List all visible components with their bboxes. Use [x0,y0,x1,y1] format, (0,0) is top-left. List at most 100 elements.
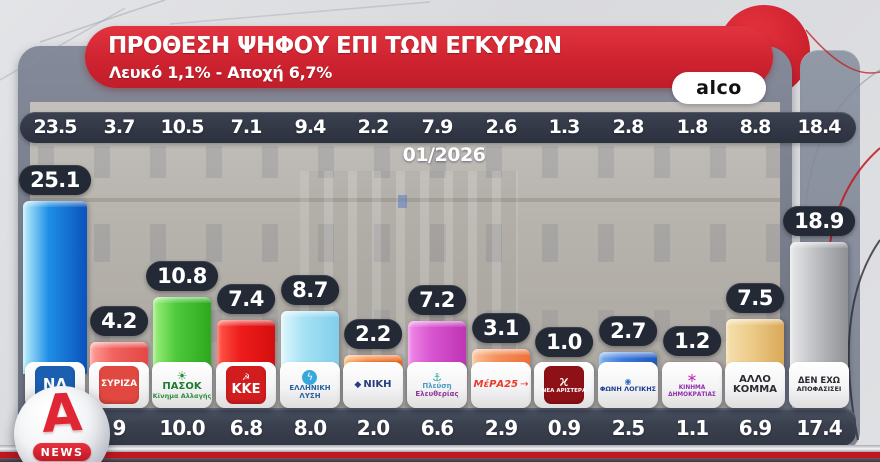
bar-top-highlight [90,342,148,348]
party-logo-card: ☀ ΠΑΣΟΚ Κίνημα Αλλαγής [152,362,212,408]
bar-value-pill: 2.2 [344,319,402,349]
party-logo-text: ΚΚΕ [231,381,261,397]
bar [153,297,211,374]
top-values-strip [20,112,856,143]
bottom-row-value: 8.0 [293,416,327,440]
bar-top-highlight [344,355,402,361]
sun-icon: ☀ [176,369,188,384]
party-logo: ⚓ Πλεύση Ελευθερίας [415,372,458,398]
party-logo-card: ΑΛΛΟ ΚΟΜΜΑ [725,362,785,408]
bar-value-pill: 1.0 [535,327,593,357]
party-logo-text: Κίνημα Αλλαγής [152,391,212,400]
party-logo-text: ΑΛΛΟ [739,373,771,385]
party-logo: ΑΛΛΟ ΚΟΜΜΑ [733,373,777,396]
alpha-letter-icon: A [40,382,84,446]
bar-top-highlight [599,352,657,358]
party-logo-card: ☭ ΚΚΕ [216,362,276,408]
party-logo: ☭ ΚΚΕ [226,366,266,404]
top-row-value: 10.5 [160,116,205,138]
party-logo-card: ϰ ΝΕΑ ΑΡΙΣΤΕΡΑ [534,362,594,408]
bottom-band-red [0,452,880,458]
party-logo-text: ΝΕΑ ΑΡΙΣΤΕΡΑ [541,388,587,395]
top-row-value: 2.2 [357,116,390,138]
bottom-row-value: 9 [112,416,127,440]
bottom-row-value: 6.8 [229,416,263,440]
bar-value-pill: 1.2 [663,326,721,356]
bar-top-highlight [23,201,87,207]
bar-value-pill: 4.2 [90,306,148,336]
party-logo-text: ΕΛΛΗΝΙΚΗ [289,384,331,393]
party-logo: ΣΥΡΙΖΑ [99,366,139,404]
bar-top-highlight [281,311,339,317]
bar-value-pill: 2.7 [599,316,657,346]
bar-top-highlight [472,349,530,355]
party-logo-card: ΣΥΡΙΖΑ [89,362,149,408]
party-logo: ΔΕΝ ΕΧΩ ΑΠΟΦΑΣΙΣΕΙ [797,377,842,393]
top-row-value: 9.4 [294,116,327,138]
party-logo: ∗ ΚΙΝΗΜΑ ΔΗΜΟΚΡΑΤΙΑΣ [668,372,716,397]
news-label: NEWS [33,443,91,461]
party-logo-text: ΝΙΚΗ [363,378,392,390]
bar-top-highlight [153,297,211,303]
bottom-row-value: 6.6 [420,416,454,440]
party-logo-card: ◆ ΝΙΚΗ [343,362,403,408]
flower-icon: ∗ [686,371,698,387]
lightning-icon: ϟ [302,370,318,386]
party-logo-text: Πλεύση [422,382,452,391]
compass-icon: ◆ [354,379,362,390]
party-logo-text: ΔΗΜΟΚΡΑΤΙΑΣ [668,391,716,398]
bar-value-pill: 7.5 [726,283,784,313]
eye-icon: ◉ [624,376,632,386]
party-logo: ◆ ΝΙΚΗ [354,378,392,391]
top-row-value: 7.1 [230,116,263,138]
bar-top-highlight [726,319,784,325]
party-logo-card: ◉ ΦΩΝΗ ΛΟΓΙΚΗΣ [598,362,658,408]
party-logo: ϟ ΕΛΛΗΝΙΚΗ ΛΥΣΗ [289,370,331,400]
party-logo-text: ΛΥΣΗ [299,391,321,400]
title-banner: ΠΡΟΘΕΣΗ ΨΗΦΟΥ ΕΠΙ ΤΩΝ ΕΓΚΥΡΩΝ Λευκό 1,1%… [85,26,773,88]
bottom-row-value: 2.0 [356,416,390,440]
bar-value-pill: 7.4 [217,284,275,314]
bottom-row-value: 17.4 [796,416,842,440]
top-row-value: 3.7 [103,116,136,138]
bar-value-pill: 18.9 [783,206,855,236]
bottom-band-dark [0,458,880,462]
party-logo-text: ΔΕΝ ΕΧΩ [797,376,841,387]
top-row-value: 7.9 [421,116,454,138]
party-logo-card: ⚓ Πλεύση Ελευθερίας [407,362,467,408]
party-logo-text: ΜέΡΑ25 [473,378,519,390]
party-logo-text: Ελευθερίας [415,389,459,398]
bar-value-pill: 8.7 [281,275,339,305]
bar-value-pill: 3.1 [472,313,530,343]
greek-flag [397,194,407,208]
party-logo: ◉ ΦΩΝΗ ΛΟΓΙΚΗΣ [599,376,657,393]
bottom-row-value: 1.1 [675,416,709,440]
top-row-value: 2.8 [612,116,645,138]
party-logo-text: ΠΑΣΟΚ [162,381,202,393]
top-row-value: 1.8 [676,116,709,138]
party-logo: ☀ ΠΑΣΟΚ Κίνημα Αλλαγής [153,370,212,399]
alpha-news-logo: A NEWS [14,382,110,462]
party-logo-card: ϟ ΕΛΛΗΝΙΚΗ ΛΥΣΗ [280,362,340,408]
date-label: 01/2026 [402,144,486,166]
bottom-row-value: 2.5 [611,416,645,440]
page-title: ΠΡΟΘΕΣΗ ΨΗΦΟΥ ΕΠΙ ΤΩΝ ΕΓΚΥΡΩΝ [108,33,562,59]
bar-value-pill: 10.8 [146,261,218,291]
hammer-sickle-icon: ☭ [241,372,251,383]
bar-top-highlight [408,321,466,327]
party-logo-card: ΔΕΝ ΕΧΩ ΑΠΟΦΑΣΙΣΕΙ [789,362,849,408]
bottom-band-light [0,445,880,452]
swoosh-icon: → [520,379,529,390]
party-logo-text: ΦΩΝΗ ΛΟΓΙΚΗΣ [599,384,657,393]
bar-value-pill: 7.2 [408,285,466,315]
bottom-row-value: 10.0 [159,416,205,440]
ship-icon: ⚓ [432,371,442,385]
bar-value-pill: 25.1 [19,165,91,195]
subtitle-blank-abstain: Λευκό 1,1% - Αποχή 6,7% [109,63,332,82]
bar-top-highlight [217,320,275,326]
party-logo-card: ΜέΡΑ25 → [471,362,531,408]
top-row-value: 23.5 [33,116,78,138]
top-row-value: 18.4 [797,116,842,138]
